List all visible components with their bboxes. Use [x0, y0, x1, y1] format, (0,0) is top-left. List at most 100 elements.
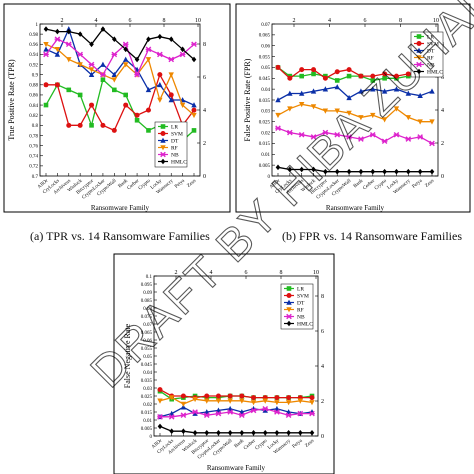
- data-point: [393, 131, 400, 138]
- legend-label: LR: [427, 35, 434, 41]
- data-point: [191, 107, 197, 113]
- data-point: [112, 36, 117, 42]
- data-point: [180, 401, 187, 407]
- top-tick-label: 8: [280, 270, 283, 276]
- data-point: [297, 398, 304, 404]
- data-point: [275, 125, 281, 132]
- data-point: [227, 430, 233, 436]
- legend-marker: [286, 299, 292, 305]
- data-point: [77, 62, 83, 68]
- x-tick-label: Bank: [118, 178, 130, 189]
- y-tick-label: 0.04: [143, 371, 152, 376]
- data-point: [146, 36, 151, 42]
- y-tick-label: 0.07: [261, 23, 270, 28]
- data-point: [180, 393, 186, 399]
- data-point: [191, 102, 197, 108]
- data-point: [285, 400, 292, 406]
- data-point: [358, 136, 364, 142]
- legend-marker: [160, 151, 166, 158]
- data-point: [192, 430, 198, 436]
- data-point: [66, 122, 72, 128]
- data-point: [55, 28, 60, 35]
- y-tick-label: 0.82: [29, 114, 38, 119]
- data-point: [43, 82, 49, 88]
- data-point: [100, 77, 106, 83]
- x-tick-label: AllOr: [37, 178, 49, 190]
- legend-marker: [286, 313, 292, 320]
- y-tick-label: 0.005: [141, 427, 153, 432]
- data-point: [180, 412, 187, 418]
- y-tick-label: 0.96: [29, 43, 38, 48]
- y-tick-label: 0.015: [259, 142, 271, 147]
- data-point: [145, 107, 151, 113]
- data-point: [346, 110, 352, 116]
- data-point: [275, 164, 281, 171]
- series-rf: [43, 41, 197, 119]
- data-point: [168, 97, 174, 103]
- right-tick-label: 6: [203, 75, 206, 81]
- data-point: [204, 430, 210, 436]
- y-tick-label: 0.005: [259, 164, 271, 169]
- data-point: [334, 131, 341, 138]
- data-point: [251, 395, 257, 401]
- legend-label: RF: [427, 56, 434, 62]
- data-point: [88, 61, 95, 68]
- series-line: [45, 43, 195, 116]
- y-tick-label: 0.055: [141, 347, 153, 352]
- data-point: [358, 88, 364, 94]
- data-point: [393, 106, 400, 112]
- y-tick-label: 0.04: [261, 88, 270, 93]
- data-point: [77, 122, 83, 128]
- data-point: [334, 168, 340, 175]
- data-point: [309, 395, 315, 401]
- data-point: [89, 41, 94, 48]
- top-tick-label: 2: [61, 18, 64, 24]
- data-point: [287, 129, 293, 136]
- legend-marker: [416, 61, 422, 68]
- tpr-chart: 1 0.98 0.96 0.94 0.92 0.9 0.88 0.86 0.84 0.82 0.8 0…: [7, 18, 206, 212]
- right-tick-label: 2: [203, 141, 206, 147]
- data-point: [394, 168, 399, 175]
- right-tick-label: 0: [441, 174, 444, 180]
- y-tick-label: 0.02: [143, 403, 152, 408]
- legend-label: RF: [297, 308, 304, 314]
- data-point: [192, 410, 198, 416]
- series-hmlc: [43, 26, 197, 63]
- data-point: [251, 430, 256, 436]
- data-point: [204, 398, 210, 404]
- y-tick-label: 0.98: [29, 33, 38, 38]
- data-point: [393, 73, 399, 79]
- data-point: [322, 86, 329, 92]
- data-point: [309, 430, 315, 436]
- series-hmlc: [275, 164, 435, 175]
- y-tick-label: 0.065: [259, 34, 271, 39]
- legend-label: RF: [171, 146, 178, 152]
- x-tick-label: Zeus: [187, 179, 198, 189]
- data-point: [157, 51, 163, 58]
- plot-area: [271, 23, 439, 177]
- data-point: [122, 56, 129, 62]
- right-tick-label: 8: [203, 42, 206, 48]
- data-point: [191, 128, 197, 133]
- data-point: [168, 414, 175, 420]
- data-point: [381, 138, 388, 145]
- y-tick-label: 0.7: [32, 175, 39, 180]
- data-point: [299, 166, 304, 173]
- right-tick-label: 4: [321, 364, 324, 370]
- data-point: [181, 428, 186, 434]
- data-point: [134, 56, 140, 63]
- data-point: [370, 112, 376, 119]
- data-point: [65, 41, 72, 48]
- x-tick-label: Crypto: [374, 178, 388, 191]
- top-tick-label: 10: [195, 18, 201, 24]
- data-point: [370, 78, 376, 83]
- data-point: [239, 412, 245, 418]
- legend-box: [280, 283, 314, 330]
- data-point: [157, 423, 163, 430]
- data-point: [100, 61, 106, 67]
- data-point: [43, 26, 49, 32]
- data-point: [145, 57, 152, 63]
- top-tick-label: 8: [399, 18, 402, 24]
- data-point: [322, 129, 329, 136]
- data-point: [287, 106, 293, 112]
